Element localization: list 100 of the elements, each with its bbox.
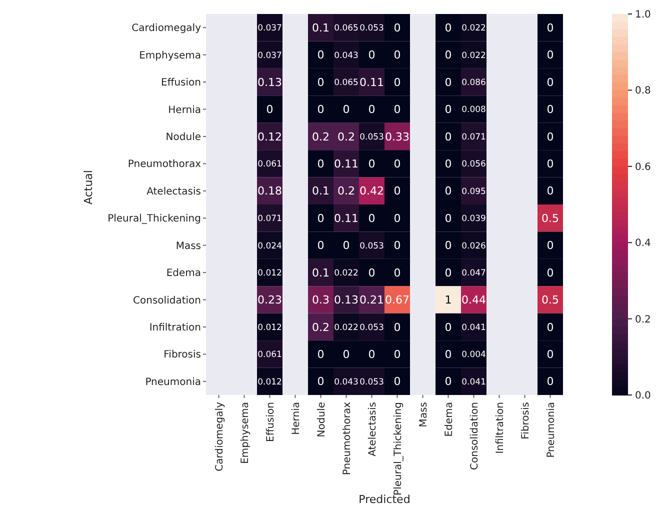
x-tick-label: Effusion bbox=[265, 402, 276, 442]
data-label: 0.022 bbox=[334, 268, 358, 279]
data-label: 0 bbox=[546, 48, 554, 62]
data-label: 0.037 bbox=[258, 50, 282, 61]
data-label: 0 bbox=[317, 158, 324, 171]
data-label: 0.071 bbox=[258, 214, 282, 224]
data-label: 0 bbox=[444, 21, 452, 34]
data-label: 0.11 bbox=[360, 76, 384, 89]
y-tick-label: Hernia bbox=[168, 104, 201, 116]
data-label: 0.012 bbox=[258, 322, 282, 333]
data-label: 0.095 bbox=[462, 186, 486, 197]
data-label: 0 bbox=[546, 76, 554, 89]
data-label: 0 bbox=[546, 320, 554, 334]
y-tick-label: Pneumonia bbox=[145, 376, 201, 388]
data-label: 0 bbox=[368, 103, 376, 116]
data-label: 0.3 bbox=[312, 294, 330, 307]
data-label: 0 bbox=[394, 348, 401, 362]
data-label: 0.18 bbox=[258, 184, 282, 198]
data-label: 0 bbox=[444, 76, 452, 89]
data-label: 0 bbox=[317, 103, 324, 116]
data-label: 0 bbox=[394, 158, 401, 171]
data-label: 0.086 bbox=[462, 78, 486, 88]
data-label: 0 bbox=[546, 184, 554, 198]
y-tick-label: Infiltration bbox=[149, 322, 201, 334]
data-label: 0.053 bbox=[360, 377, 384, 388]
x-tick-label: Hernia bbox=[290, 402, 302, 435]
data-label: 0 bbox=[444, 212, 452, 225]
data-label: 0.5 bbox=[542, 294, 559, 307]
data-label: 0 bbox=[368, 348, 376, 362]
data-label: 0.1 bbox=[312, 266, 330, 280]
data-label: 0 bbox=[444, 320, 452, 334]
data-label: 0.2 bbox=[338, 184, 355, 198]
data-label: 0 bbox=[317, 212, 324, 225]
data-label: 0 bbox=[317, 239, 324, 252]
data-label: 0 bbox=[342, 103, 350, 116]
data-label: 0.5 bbox=[542, 212, 559, 225]
color-bar-label: 0.8 bbox=[635, 86, 651, 97]
color-bar-label: 0.0 bbox=[635, 390, 651, 402]
data-label: 0 bbox=[317, 375, 324, 388]
data-label: 0 bbox=[546, 348, 554, 362]
data-label: 0 bbox=[546, 266, 554, 280]
data-label: 0 bbox=[394, 212, 401, 225]
data-label: 0.13 bbox=[258, 76, 282, 89]
data-label: 1 bbox=[444, 294, 452, 307]
data-label: 0.33 bbox=[385, 130, 410, 144]
data-label: 0 bbox=[266, 103, 274, 116]
y-tick-label: Effusion bbox=[161, 78, 201, 89]
y-tick-label: Atelectasis bbox=[146, 186, 201, 198]
x-tick-label: Fibrosis bbox=[520, 402, 532, 440]
x-axis-title: Predicted bbox=[358, 493, 410, 506]
data-label: 0.026 bbox=[462, 241, 486, 252]
data-label: 0 bbox=[342, 348, 350, 362]
data-label: 0 bbox=[444, 239, 452, 252]
y-tick-label: Edema bbox=[166, 268, 201, 280]
data-label: 0 bbox=[368, 212, 376, 225]
data-label: 0.2 bbox=[312, 130, 330, 144]
data-label: 0.061 bbox=[258, 350, 282, 360]
data-label: 0.13 bbox=[334, 294, 358, 307]
data-label: 0.12 bbox=[258, 130, 282, 144]
data-label: 0.061 bbox=[258, 160, 282, 170]
y-tick-label: Emphysema bbox=[139, 50, 201, 62]
color-bar-label: 0.6 bbox=[635, 162, 651, 173]
y-tick-label: Mass bbox=[176, 240, 201, 252]
data-label: 0.065 bbox=[334, 24, 358, 34]
data-label: 0.047 bbox=[462, 268, 486, 279]
data-label: 0.012 bbox=[258, 377, 282, 388]
data-label: 0.44 bbox=[462, 294, 486, 307]
data-label: 0 bbox=[394, 103, 401, 116]
data-label: 0 bbox=[444, 48, 452, 62]
data-label: 0 bbox=[342, 239, 350, 252]
color-bar-label: 1.0 bbox=[635, 10, 651, 20]
x-tick-label: Edema bbox=[444, 402, 455, 437]
x-tick-label: Atelectasis bbox=[367, 402, 378, 456]
data-label: 0 bbox=[394, 320, 401, 334]
y-tick-label: Cardiomegaly bbox=[132, 23, 202, 34]
data-label: 0 bbox=[394, 21, 401, 34]
data-label: 0 bbox=[368, 48, 376, 62]
x-tick-label: Pleural_Thickening bbox=[392, 402, 404, 496]
data-label: 0.008 bbox=[462, 105, 486, 116]
data-label: 0.071 bbox=[462, 132, 486, 142]
data-label: 0 bbox=[546, 375, 554, 388]
data-label: 0 bbox=[546, 130, 554, 144]
data-label: 0 bbox=[394, 266, 401, 280]
color-bar-label: 0.2 bbox=[635, 314, 651, 326]
data-label: 0.056 bbox=[462, 160, 486, 170]
x-tick-label: Nodule bbox=[316, 402, 328, 438]
data-label: 0.012 bbox=[258, 268, 282, 279]
data-label: 0 bbox=[444, 375, 452, 388]
y-tick-label: Pleural_Thickening bbox=[108, 214, 201, 225]
data-label: 0 bbox=[394, 184, 401, 198]
data-label: 0 bbox=[546, 239, 554, 252]
data-label: 0 bbox=[317, 348, 324, 362]
data-label: 0 bbox=[546, 21, 554, 34]
data-label: 0.11 bbox=[334, 158, 358, 171]
y-tick-label: Consolidation bbox=[133, 295, 201, 306]
data-label: 0.1 bbox=[312, 184, 330, 198]
data-label: 0.42 bbox=[360, 184, 384, 198]
y-tick-label: Fibrosis bbox=[164, 350, 201, 361]
y-tick-label: Nodule bbox=[166, 132, 201, 144]
data-label: 0 bbox=[317, 48, 324, 62]
